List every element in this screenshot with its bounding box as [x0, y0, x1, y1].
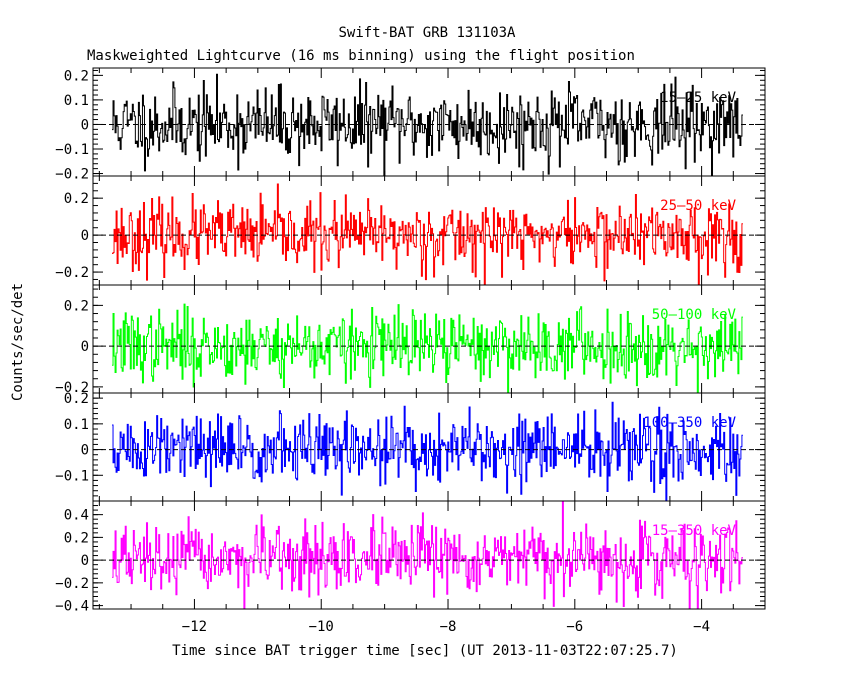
- band-label: 15–350 keV: [652, 523, 737, 539]
- x-axis-label: Time since BAT trigger time [sec] (UT 20…: [172, 643, 678, 659]
- y-tick-label: −0.2: [55, 265, 89, 281]
- x-tick-label: −4: [693, 619, 710, 635]
- y-tick-label: −0.1: [55, 468, 89, 484]
- y-tick-label: −0.4: [55, 599, 89, 615]
- y-tick-label: 0.2: [64, 530, 89, 546]
- series-line: [112, 303, 743, 394]
- panel-frame: [92, 500, 766, 610]
- series-line: [112, 183, 743, 285]
- band-label: 100–350 keV: [643, 415, 736, 431]
- y-tick-label: −0.1: [55, 142, 89, 158]
- y-tick-label: 0: [81, 553, 89, 569]
- y-tick-label: −0.2: [55, 167, 89, 183]
- y-tick-label: 0: [81, 443, 89, 459]
- series-line: [112, 401, 743, 502]
- y-axis-label: Counts/sec/det: [10, 283, 26, 401]
- chart-title: Swift-BAT GRB 131103A: [338, 25, 516, 41]
- y-tick-label: 0.2: [64, 391, 89, 407]
- x-tick-label: −12: [182, 619, 207, 635]
- y-tick-label: 0.1: [64, 93, 89, 109]
- panel-4: −0.1 0 0.1 0.2 100–350 keV: [55, 391, 766, 502]
- x-tick-label: −8: [440, 619, 457, 635]
- y-tick-label: 0.2: [64, 191, 89, 207]
- y-tick-label: 0.4: [64, 508, 89, 524]
- y-tick-label: 0: [81, 228, 89, 244]
- x-tick-label: −10: [309, 619, 334, 635]
- chart-subtitle: Maskweighted Lightcurve (16 ms binning) …: [87, 48, 635, 64]
- panels-group: −0.2 −0.1 0 0.1 0.2 15–25 keV −0.2 0 0.2 25–50 ke…: [55, 67, 766, 635]
- panel-1: −0.2 −0.1 0 0.1 0.2 15–25 keV: [55, 67, 766, 183]
- y-tick-label: −0.2: [55, 576, 89, 592]
- x-tick-label: −6: [566, 619, 583, 635]
- y-tick-label: 0.2: [64, 298, 89, 314]
- y-tick-label: 0: [81, 339, 89, 355]
- y-tick-label: 0: [81, 117, 89, 133]
- y-tick-label: −0.2: [55, 380, 89, 396]
- series-line: [112, 501, 743, 610]
- panel-5: −0.4 −0.2 0 0.2 0.4 15–350 keV: [55, 500, 766, 615]
- y-tick-label: 0.2: [64, 68, 89, 84]
- y-tick-label: 0.1: [64, 417, 89, 433]
- panel-2: −0.2 0 0.2 25–50 keV: [55, 175, 766, 286]
- band-label: 50–100 keV: [652, 307, 737, 323]
- band-label: 25–50 keV: [660, 198, 736, 214]
- series-line: [112, 73, 743, 177]
- band-label: 15–25 keV: [660, 90, 736, 106]
